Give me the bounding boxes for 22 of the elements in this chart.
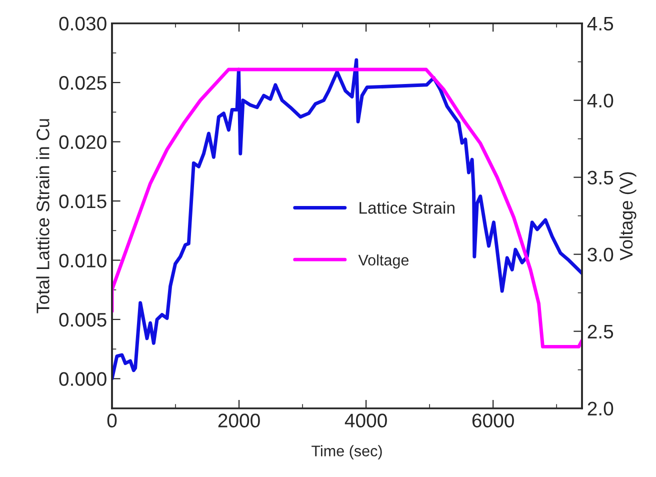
y2-tick-label: 4.5	[587, 16, 614, 31]
y2-tick-label: 2.5	[588, 324, 614, 339]
y-tick-label: 0.030	[59, 16, 106, 31]
y2-tick-label: 4.0	[587, 94, 614, 108]
legend-label: Voltage	[358, 254, 409, 269]
x-tick-label: 0	[107, 414, 117, 428]
x-tick-label: 2000	[218, 414, 260, 428]
y-tick-label: 0.010	[59, 254, 106, 268]
x-tick-label: 4000	[344, 414, 387, 428]
y-tick-label: 0.000	[59, 372, 106, 386]
legend-label: Lattice Strain	[360, 202, 454, 214]
y-axis-title: Total Lattice Strain in Cu	[36, 119, 50, 314]
y-tick-label: 0.005	[59, 312, 106, 327]
y-tick-label: 0.020	[59, 135, 106, 149]
x-tick-label: 6000	[472, 414, 514, 428]
y-tick-label: 0.015	[59, 194, 106, 208]
y2-tick-label: 3.0	[588, 248, 614, 262]
y2-tick-label: 3.5	[588, 170, 614, 185]
y2-tick-label: 2.0	[588, 402, 614, 416]
y2-axis-title: Voltage (V)	[619, 172, 636, 260]
y-tick-label: 0.025	[59, 76, 106, 90]
x-axis-title: Time (sec)	[312, 445, 382, 460]
